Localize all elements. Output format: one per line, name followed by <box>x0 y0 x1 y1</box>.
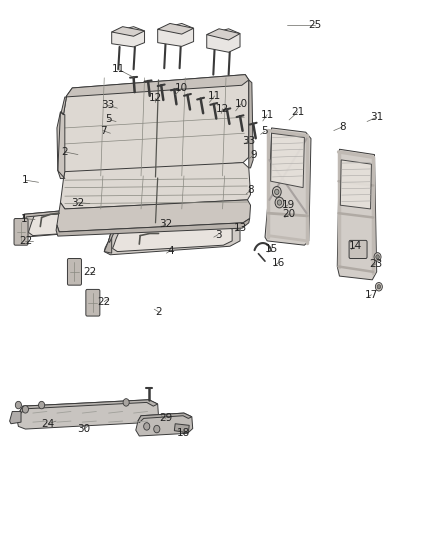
Polygon shape <box>60 163 251 209</box>
Text: 14: 14 <box>349 241 362 251</box>
Circle shape <box>375 282 382 291</box>
Text: 25: 25 <box>309 20 322 30</box>
Text: 15: 15 <box>265 244 278 254</box>
Circle shape <box>275 197 284 208</box>
Text: 32: 32 <box>71 198 85 207</box>
Text: 13: 13 <box>233 223 247 233</box>
Polygon shape <box>249 80 253 168</box>
Text: 23: 23 <box>369 259 382 269</box>
FancyBboxPatch shape <box>67 259 81 285</box>
FancyBboxPatch shape <box>86 289 100 316</box>
Polygon shape <box>207 29 240 52</box>
Polygon shape <box>174 424 189 433</box>
Polygon shape <box>158 23 194 46</box>
Polygon shape <box>20 205 129 237</box>
Text: 5: 5 <box>261 126 268 136</box>
Text: 1: 1 <box>21 214 28 223</box>
Text: 33: 33 <box>242 136 255 146</box>
Polygon shape <box>265 128 311 245</box>
Polygon shape <box>109 223 240 243</box>
Text: 10: 10 <box>234 99 247 109</box>
Polygon shape <box>340 160 371 209</box>
Circle shape <box>39 401 45 409</box>
Text: 1: 1 <box>22 175 29 185</box>
Circle shape <box>272 187 281 197</box>
Polygon shape <box>22 205 129 227</box>
Text: 11: 11 <box>208 91 221 101</box>
Polygon shape <box>112 27 145 36</box>
Polygon shape <box>61 75 249 115</box>
Text: 22: 22 <box>98 297 111 306</box>
Text: 3: 3 <box>215 230 222 239</box>
Circle shape <box>277 200 282 205</box>
FancyBboxPatch shape <box>349 240 367 259</box>
Text: 11: 11 <box>261 110 274 119</box>
Text: 11: 11 <box>112 64 125 74</box>
Polygon shape <box>337 149 377 280</box>
Text: 12: 12 <box>149 93 162 103</box>
Text: 17: 17 <box>365 290 378 300</box>
Text: 5: 5 <box>105 115 112 124</box>
Text: 4: 4 <box>167 246 174 255</box>
Text: 24: 24 <box>42 419 55 429</box>
Circle shape <box>376 255 379 259</box>
Polygon shape <box>10 411 21 424</box>
Circle shape <box>377 285 381 289</box>
Text: 12: 12 <box>216 104 229 114</box>
Text: 29: 29 <box>159 414 172 423</box>
Polygon shape <box>57 200 251 232</box>
Polygon shape <box>20 400 158 413</box>
Text: 21: 21 <box>291 107 304 117</box>
Polygon shape <box>113 225 232 252</box>
Text: 7: 7 <box>99 126 106 135</box>
Polygon shape <box>62 75 249 179</box>
Text: 16: 16 <box>272 258 285 268</box>
Text: 22: 22 <box>19 236 32 246</box>
Text: 18: 18 <box>177 428 190 438</box>
Text: 20: 20 <box>283 209 296 219</box>
Polygon shape <box>57 112 65 179</box>
Polygon shape <box>136 413 193 436</box>
Polygon shape <box>158 23 194 34</box>
Text: 30: 30 <box>78 424 91 434</box>
Polygon shape <box>271 133 304 188</box>
FancyBboxPatch shape <box>14 219 28 245</box>
Polygon shape <box>20 214 24 237</box>
Polygon shape <box>104 230 112 253</box>
Polygon shape <box>28 209 122 236</box>
Circle shape <box>144 423 150 430</box>
Circle shape <box>15 401 21 409</box>
Text: 10: 10 <box>175 83 188 93</box>
Circle shape <box>275 189 279 195</box>
Text: 8: 8 <box>247 185 254 195</box>
Circle shape <box>154 425 160 433</box>
Circle shape <box>123 399 129 406</box>
Text: 31: 31 <box>370 112 383 122</box>
Text: 33: 33 <box>101 100 114 110</box>
Text: 22: 22 <box>83 267 96 277</box>
Text: 8: 8 <box>339 122 346 132</box>
Polygon shape <box>104 223 240 255</box>
Polygon shape <box>56 219 250 236</box>
Polygon shape <box>18 400 159 429</box>
Circle shape <box>374 253 381 261</box>
Polygon shape <box>207 29 240 40</box>
Circle shape <box>22 406 28 413</box>
Polygon shape <box>138 413 192 423</box>
Text: 9: 9 <box>251 150 258 159</box>
Polygon shape <box>112 27 145 47</box>
Text: 2: 2 <box>61 147 68 157</box>
Text: 2: 2 <box>155 307 162 317</box>
Text: 19: 19 <box>282 200 295 209</box>
Text: 32: 32 <box>159 219 172 229</box>
